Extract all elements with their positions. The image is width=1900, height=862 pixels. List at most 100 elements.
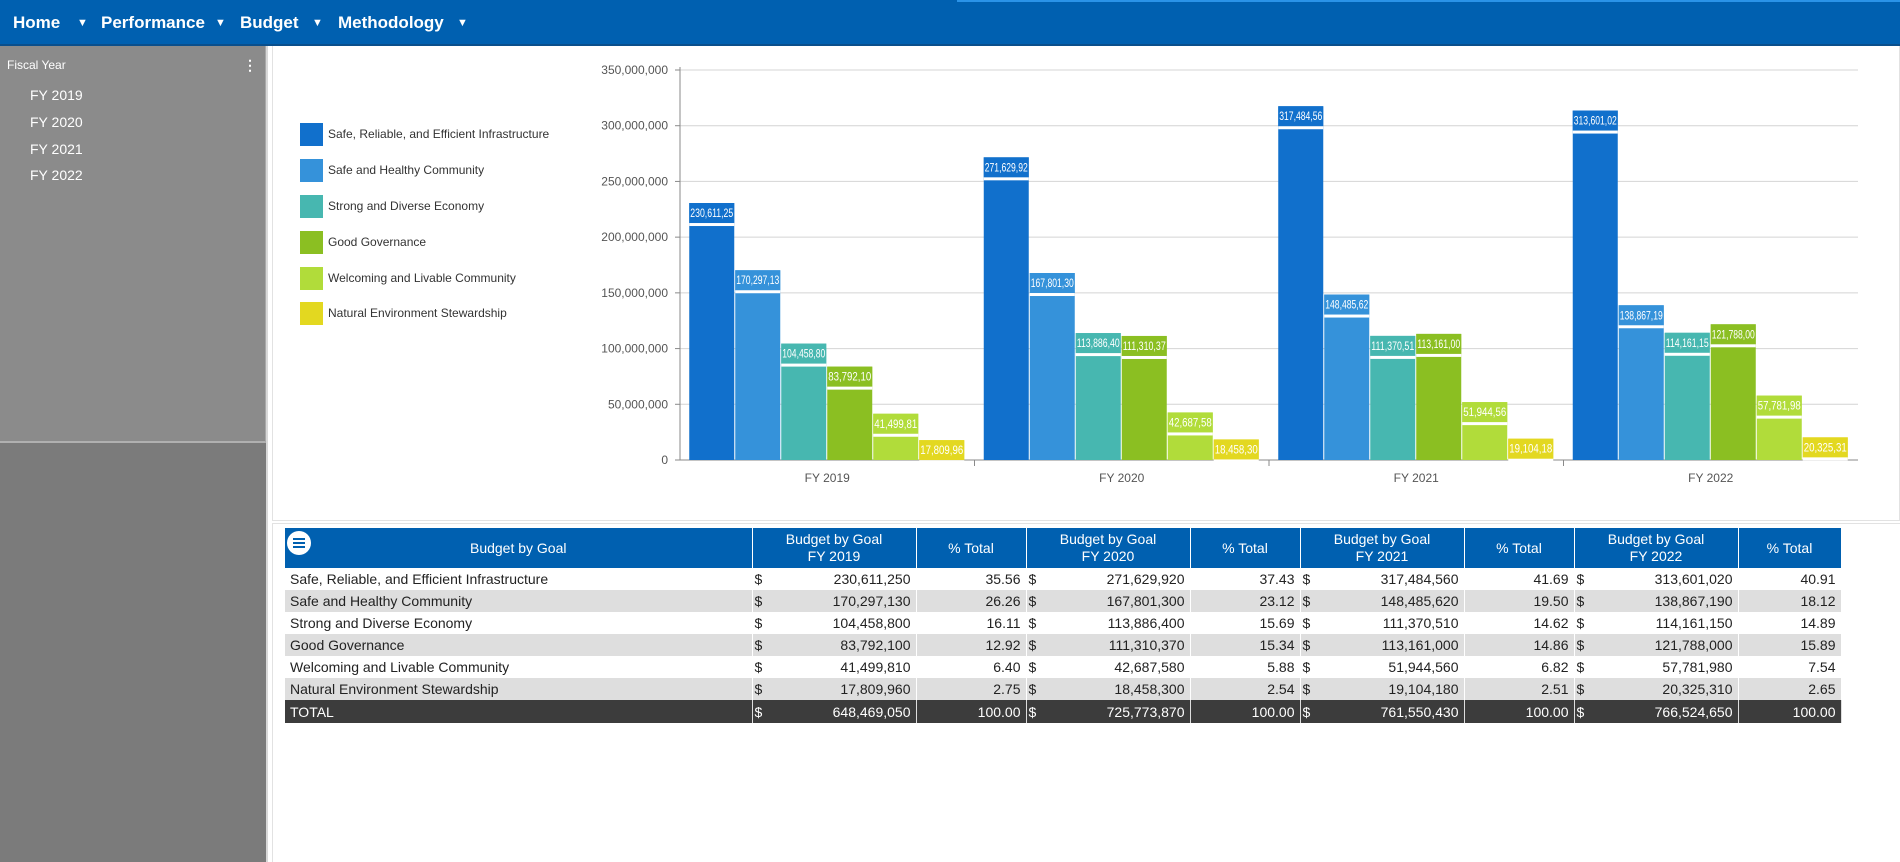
- data-label-separator: [735, 290, 781, 294]
- legend-swatch: [300, 159, 323, 182]
- nav-budget[interactable]: Budget: [240, 13, 299, 32]
- currency-symbol: $: [752, 568, 767, 590]
- data-label-separator: [1029, 293, 1075, 297]
- percent-total-cell: 15.69: [1190, 612, 1301, 634]
- currency-symbol: $: [1300, 700, 1315, 723]
- header-line1: Budget by Goal: [1059, 531, 1157, 547]
- data-label: 83,792,10: [828, 372, 871, 384]
- percent-total-cell: 40.91: [1738, 568, 1842, 590]
- nav-home-dropdown-icon[interactable]: ▼: [77, 17, 88, 29]
- data-label-separator: [873, 433, 919, 437]
- bar: [983, 157, 1029, 460]
- table-menu-icon[interactable]: [287, 531, 311, 555]
- table-total-row[interactable]: TOTAL $648,469,050 100.00 $725,773,870 100.0…: [285, 700, 1842, 723]
- table-row[interactable]: Good Governance $83,792,100 12.92 $111,310,…: [285, 634, 1842, 656]
- header-budget-fy2020[interactable]: Budget by Goal FY 2020: [1026, 528, 1191, 568]
- currency-symbol: $: [1026, 634, 1041, 656]
- table-frame: [272, 523, 1900, 862]
- table-row[interactable]: Strong and Diverse Economy $104,458,800 16…: [285, 612, 1842, 634]
- goal-cell: Natural Environment Stewardship: [285, 678, 753, 700]
- header-line1: Budget by Goal: [1607, 531, 1705, 547]
- header-line2: FY 2022: [1629, 548, 1683, 564]
- header-budget-fy2021[interactable]: Budget by Goal FY 2021: [1300, 528, 1465, 568]
- goal-cell: Good Governance: [285, 634, 753, 656]
- data-label-background: [1213, 439, 1259, 460]
- currency-symbol: $: [752, 700, 767, 723]
- data-label-separator: [919, 460, 965, 464]
- nav-budget-dropdown-icon[interactable]: ▼: [312, 17, 323, 29]
- header-pct-fy2020[interactable]: % Total: [1190, 528, 1301, 568]
- percent-total-cell: 6.82: [1464, 656, 1575, 678]
- currency-symbol: $: [1026, 656, 1041, 678]
- currency-symbol: $: [1574, 634, 1589, 656]
- currency-symbol: $: [1300, 590, 1315, 612]
- header-line1: Budget by Goal: [785, 531, 883, 547]
- currency-symbol: $: [752, 656, 767, 678]
- bar: [735, 270, 781, 460]
- legend-swatch: [300, 195, 323, 218]
- header-budget-fy2019[interactable]: Budget by Goal FY 2019: [752, 528, 917, 568]
- header-budget-fy2022[interactable]: Budget by Goal FY 2022: [1574, 528, 1739, 568]
- percent-total-cell: 2.65: [1738, 678, 1842, 700]
- budget-value-cell: 167,801,300: [1041, 590, 1191, 612]
- currency-symbol: $: [1300, 656, 1315, 678]
- goal-cell: Safe, Reliable, and Efficient Infrastruc…: [285, 568, 753, 590]
- nav-methodology[interactable]: Methodology: [338, 13, 444, 32]
- slicer-item-fy2020[interactable]: FY 2020: [30, 114, 83, 130]
- data-label-background: [735, 270, 781, 291]
- table-row[interactable]: Natural Environment Stewardship $17,809,9…: [285, 678, 1842, 700]
- nav-methodology-dropdown-icon[interactable]: ▼: [457, 17, 468, 29]
- budget-value-cell: 271,629,920: [1041, 568, 1191, 590]
- header-budget-by-goal[interactable]: Budget by Goal: [285, 528, 753, 568]
- budget-value-cell: 83,792,100: [767, 634, 917, 656]
- table-row[interactable]: Safe and Healthy Community $170,297,130 26…: [285, 590, 1842, 612]
- data-label-separator: [1508, 458, 1554, 462]
- nav-performance-dropdown-icon[interactable]: ▼: [215, 17, 226, 29]
- data-label-background: [1756, 395, 1802, 416]
- budget-value-cell: 113,886,400: [1041, 612, 1191, 634]
- budget-value-cell: 761,550,430: [1315, 700, 1465, 723]
- data-label-separator: [1075, 353, 1121, 357]
- percent-total-cell: 15.34: [1190, 634, 1301, 656]
- header-pct-fy2021[interactable]: % Total: [1464, 528, 1575, 568]
- budget-value-cell: 41,499,810: [767, 656, 917, 678]
- data-label-separator: [1462, 422, 1508, 426]
- legend-label: Safe and Healthy Community: [328, 163, 485, 177]
- nav-performance[interactable]: Performance: [101, 13, 205, 32]
- data-label: 113,161,00: [1417, 339, 1460, 351]
- budget-by-goal-table: Budget by Goal Budget by Goal FY 2019 % T…: [285, 528, 1842, 723]
- header-pct-fy2019[interactable]: % Total: [916, 528, 1027, 568]
- slicer-item-fy2022[interactable]: FY 2022: [30, 167, 83, 183]
- percent-total-cell: 37.43: [1190, 568, 1301, 590]
- percent-total-cell: 7.54: [1738, 656, 1842, 678]
- bar: [689, 203, 735, 460]
- data-label: 271,629,92: [985, 162, 1028, 174]
- data-label: 104,458,80: [782, 349, 825, 361]
- table-row[interactable]: Safe, Reliable, and Efficient Infrastruc…: [285, 568, 1842, 590]
- budget-value-cell: 138,867,190: [1589, 590, 1739, 612]
- budget-value-cell: 170,297,130: [767, 590, 917, 612]
- budget-value-cell: 313,601,020: [1589, 568, 1739, 590]
- currency-symbol: $: [1574, 656, 1589, 678]
- percent-total-cell: 12.92: [916, 634, 1027, 656]
- currency-symbol: $: [1300, 678, 1315, 700]
- table-row[interactable]: Welcoming and Livable Community $41,499,8…: [285, 656, 1842, 678]
- top-navigation-bar: Home ▼ Performance ▼ Budget ▼ Methodolog…: [0, 0, 1900, 46]
- slicer-item-fy2021[interactable]: FY 2021: [30, 141, 83, 157]
- percent-total-cell: 14.86: [1464, 634, 1575, 656]
- slicer-item-fy2019[interactable]: FY 2019: [30, 87, 83, 103]
- data-label-background: [689, 203, 735, 224]
- percent-total-cell: 2.51: [1464, 678, 1575, 700]
- percent-total-cell: 100.00: [1464, 700, 1575, 723]
- data-label-separator: [827, 386, 873, 390]
- data-label-background: [1462, 402, 1508, 423]
- budget-value-cell: 230,611,250: [767, 568, 917, 590]
- nav-home[interactable]: Home: [13, 13, 61, 32]
- table-header-row: Budget by Goal Budget by Goal FY 2019 % T…: [285, 528, 1842, 568]
- currency-symbol: $: [1026, 612, 1041, 634]
- y-tick-label: 0: [661, 453, 668, 467]
- budget-value-cell: 111,310,370: [1041, 634, 1191, 656]
- data-label-background: [1508, 438, 1554, 459]
- y-tick-label: 250,000,000: [601, 174, 668, 188]
- header-pct-fy2022[interactable]: % Total: [1738, 528, 1842, 568]
